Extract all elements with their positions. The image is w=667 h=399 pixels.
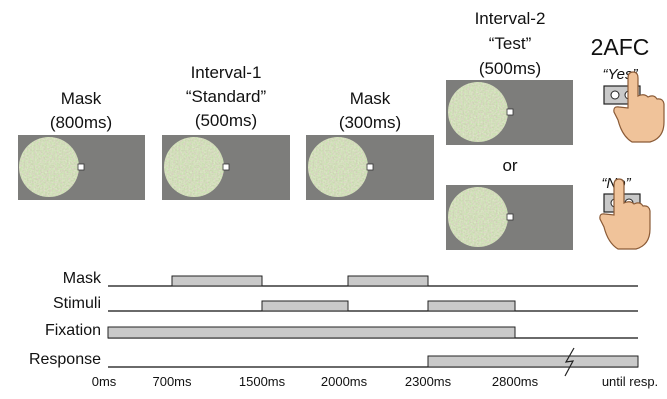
- timeline: Mask Stimuli Fixation Response 0ms 700ms…: [29, 270, 658, 389]
- label: “Standard”: [186, 87, 267, 106]
- tick-label: 2300ms: [405, 374, 452, 389]
- panel-2: Interval-1 “Standard” (500ms): [162, 63, 290, 200]
- label: Mask: [350, 89, 391, 108]
- label: (500ms): [195, 111, 257, 130]
- label: (800ms): [50, 113, 112, 132]
- tick-label: 0ms: [92, 374, 117, 389]
- label: (500ms): [479, 59, 541, 78]
- label: Interval-1: [191, 63, 262, 82]
- label: (300ms): [339, 113, 401, 132]
- label: “Test”: [489, 34, 532, 53]
- row-label: Fixation: [45, 322, 101, 339]
- panel-3: Mask (300ms): [306, 89, 434, 200]
- tick-label: 2000ms: [321, 374, 368, 389]
- tick-label: 1500ms: [239, 374, 286, 389]
- row-label: Response: [29, 351, 101, 368]
- tick-label: until resp.: [602, 374, 658, 389]
- row-label: Stimuli: [53, 295, 101, 312]
- tick-label: 700ms: [152, 374, 192, 389]
- panel-1: Mask (800ms): [18, 89, 145, 200]
- row-label: Mask: [63, 270, 102, 287]
- label: Interval-2: [475, 9, 546, 28]
- response-panel: 2AFC “Yes” “No”: [591, 34, 664, 249]
- diagram: Mask (800ms) Interval-1 “Standard” (500m…: [0, 0, 667, 394]
- title: 2AFC: [591, 34, 650, 60]
- tick-label: 2800ms: [492, 374, 539, 389]
- panel-4: Interval-2 “Test” (500ms) or: [446, 9, 573, 250]
- or-label: or: [502, 156, 517, 175]
- label: Mask: [61, 89, 102, 108]
